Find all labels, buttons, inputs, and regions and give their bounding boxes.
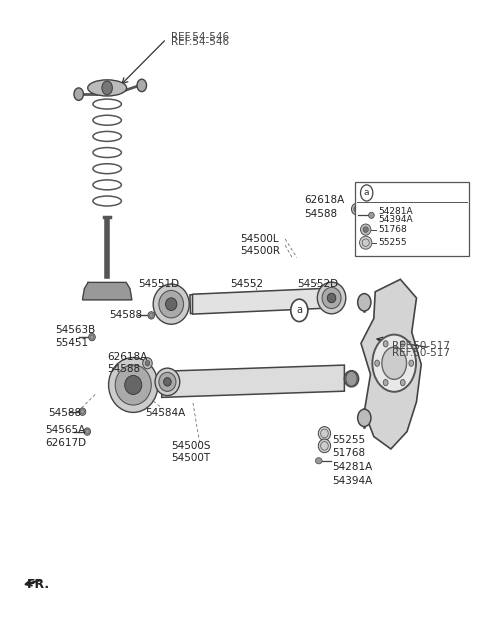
Circle shape: [360, 185, 373, 201]
Ellipse shape: [363, 227, 368, 233]
Circle shape: [102, 81, 112, 95]
Circle shape: [137, 79, 146, 92]
Text: 54588: 54588: [107, 364, 140, 374]
Ellipse shape: [166, 298, 177, 310]
Text: REF.54-546: REF.54-546: [171, 37, 229, 47]
Circle shape: [358, 293, 371, 311]
Ellipse shape: [84, 428, 91, 435]
Text: 55451: 55451: [55, 339, 88, 349]
Text: 54281A: 54281A: [378, 207, 413, 216]
Ellipse shape: [360, 224, 371, 235]
Circle shape: [346, 371, 357, 386]
Text: 54281A: 54281A: [333, 462, 373, 472]
Ellipse shape: [327, 293, 336, 303]
Text: 54552D: 54552D: [297, 279, 338, 289]
Circle shape: [375, 360, 380, 366]
Ellipse shape: [148, 312, 155, 319]
Ellipse shape: [159, 372, 176, 391]
Polygon shape: [162, 365, 344, 398]
Ellipse shape: [354, 206, 359, 212]
Ellipse shape: [159, 290, 183, 318]
Text: 51768: 51768: [333, 448, 366, 458]
Circle shape: [409, 360, 414, 366]
Text: REF.50-517: REF.50-517: [392, 342, 450, 352]
Text: 62618A: 62618A: [107, 352, 147, 362]
Circle shape: [291, 299, 308, 322]
Ellipse shape: [344, 371, 359, 387]
Ellipse shape: [351, 204, 361, 214]
Text: 54552: 54552: [230, 279, 264, 289]
Circle shape: [384, 340, 388, 347]
Text: 62617D: 62617D: [46, 438, 86, 448]
Polygon shape: [83, 282, 132, 300]
Text: 54563B: 54563B: [55, 325, 95, 335]
Ellipse shape: [322, 287, 341, 308]
Ellipse shape: [108, 357, 158, 413]
Ellipse shape: [317, 282, 346, 314]
Text: 54500L: 54500L: [240, 234, 278, 244]
Text: 54588: 54588: [109, 310, 143, 320]
Circle shape: [384, 379, 388, 386]
Text: 54500T: 54500T: [171, 453, 210, 463]
Ellipse shape: [318, 439, 331, 453]
Polygon shape: [361, 279, 421, 449]
Circle shape: [74, 88, 84, 100]
Text: 54565A: 54565A: [46, 425, 86, 435]
Text: 54588: 54588: [304, 209, 337, 219]
Text: 54500R: 54500R: [240, 246, 280, 256]
Polygon shape: [192, 288, 333, 314]
Text: a: a: [296, 305, 302, 315]
Text: a: a: [364, 189, 370, 198]
Ellipse shape: [360, 236, 372, 249]
Ellipse shape: [115, 365, 151, 405]
Text: 55255: 55255: [333, 435, 366, 445]
Circle shape: [382, 347, 407, 379]
Ellipse shape: [369, 212, 374, 218]
Ellipse shape: [89, 334, 96, 341]
Ellipse shape: [88, 80, 127, 96]
Text: 51768: 51768: [378, 225, 407, 234]
Circle shape: [400, 379, 405, 386]
Ellipse shape: [315, 458, 322, 464]
Ellipse shape: [125, 376, 142, 394]
Circle shape: [372, 335, 416, 392]
Circle shape: [400, 340, 405, 347]
Ellipse shape: [164, 377, 171, 386]
Text: 54394A: 54394A: [333, 476, 373, 486]
Ellipse shape: [318, 426, 331, 440]
Text: 55255: 55255: [378, 238, 407, 247]
FancyBboxPatch shape: [355, 182, 468, 256]
Ellipse shape: [143, 357, 152, 369]
Text: 54584A: 54584A: [145, 408, 185, 418]
Text: 54588: 54588: [48, 408, 81, 418]
Polygon shape: [190, 288, 333, 314]
Text: FR.: FR.: [26, 577, 49, 591]
Text: REF.50-517: REF.50-517: [392, 348, 450, 357]
Ellipse shape: [153, 284, 189, 324]
Text: 54394A: 54394A: [378, 215, 413, 224]
Ellipse shape: [155, 368, 180, 396]
Text: 54500S: 54500S: [171, 441, 211, 451]
Circle shape: [358, 409, 371, 426]
Text: REF.54-546: REF.54-546: [171, 32, 229, 42]
Ellipse shape: [79, 408, 86, 416]
Ellipse shape: [145, 361, 150, 366]
Text: 54551D: 54551D: [138, 279, 179, 289]
Text: 62618A: 62618A: [304, 196, 344, 206]
